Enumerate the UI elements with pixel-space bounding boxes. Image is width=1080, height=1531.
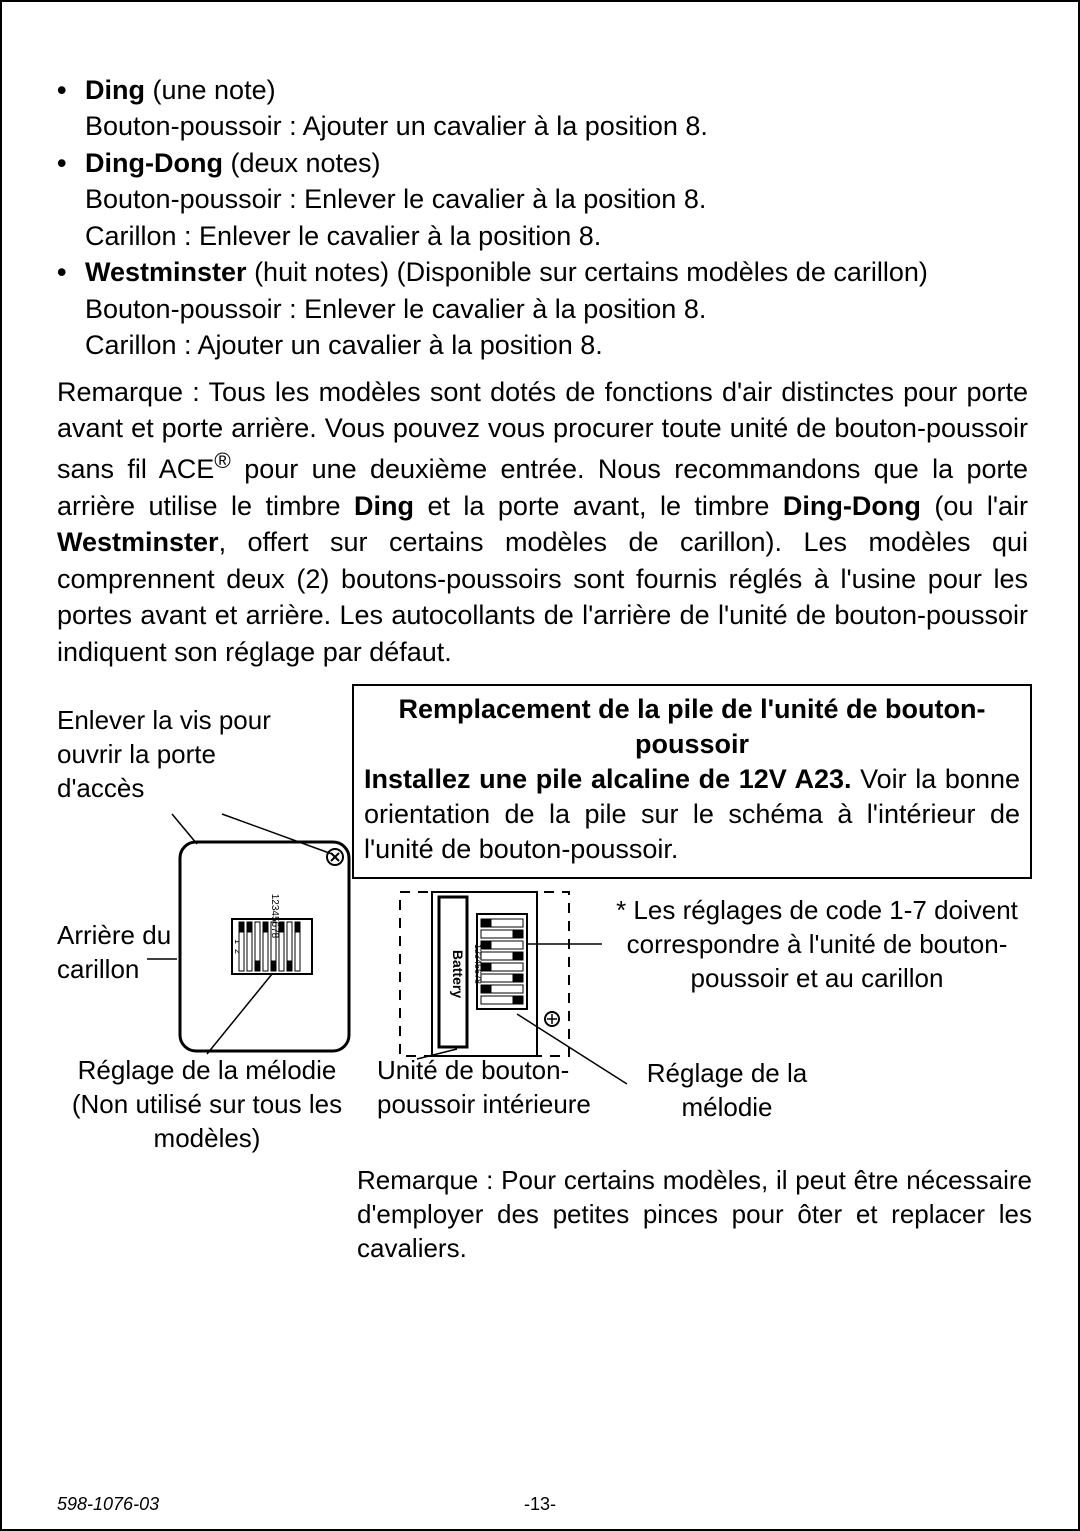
- bullet-line: Carillon : Enlever le cavalier à la posi…: [85, 218, 1028, 254]
- bullet-ding: Ding (une note) Bouton-poussoir : Ajoute…: [57, 72, 1028, 145]
- bullet-line: Bouton-poussoir : Enlever le cavalier à …: [85, 291, 1028, 327]
- bullet-title-rest: (une note): [145, 75, 276, 105]
- para-bold: Ding-Dong: [783, 491, 921, 521]
- bullet-dingdong: Ding-Dong (deux notes) Bouton-poussoir :…: [57, 145, 1028, 254]
- bullet-title-bold: Westminster: [85, 257, 247, 287]
- page-number: -13-: [2, 1494, 1078, 1515]
- bullet-title-rest: (huit notes) (Disponible sur certains mo…: [247, 257, 928, 287]
- bullet-line: Bouton-poussoir : Enlever le cavalier à …: [85, 181, 1028, 217]
- leader-lines-right: [57, 684, 1037, 1184]
- bullet-line: Carillon : Ajouter un cavalier à la posi…: [85, 327, 1028, 363]
- registered-mark: ®: [214, 448, 231, 473]
- bullet-list: Ding (une note) Bouton-poussoir : Ajoute…: [57, 72, 1028, 364]
- bullet-title-bold: Ding-Dong: [85, 148, 223, 178]
- para-bold: Ding: [354, 491, 414, 521]
- bullet-westminster: Westminster (huit notes) (Disponible sur…: [57, 254, 1028, 363]
- bullet-title-rest: (deux notes): [223, 148, 381, 178]
- remark-paragraph: Remarque : Tous les modèles sont dotés d…: [57, 374, 1028, 671]
- para-text: (ou l'air: [921, 491, 1028, 521]
- bullet-line: Bouton-poussoir : Ajouter un cavalier à …: [85, 108, 1028, 144]
- para-text: et la porte avant, le timbre: [414, 491, 783, 521]
- bullet-title-bold: Ding: [85, 75, 145, 105]
- para-bold: Westminster: [57, 527, 219, 557]
- document-page: Ding (une note) Bouton-poussoir : Ajoute…: [0, 0, 1080, 1531]
- diagram-area: Remplacement de la pile de l'unité de bo…: [57, 684, 1028, 1324]
